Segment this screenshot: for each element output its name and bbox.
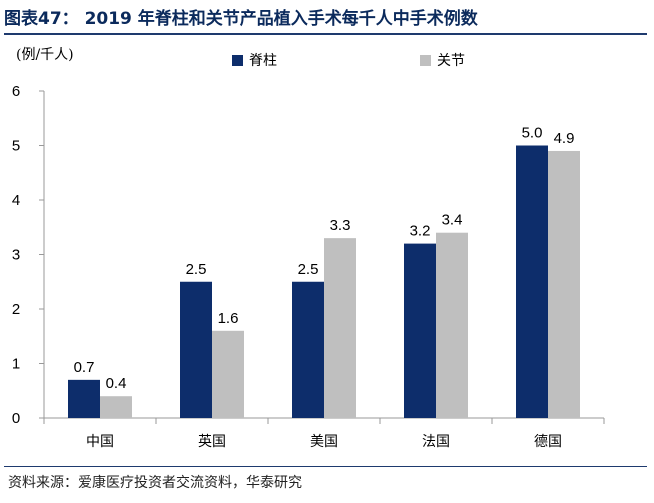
bar-spine [180, 281, 212, 418]
y-tick-label: 0 [12, 410, 20, 427]
bar-spine [516, 145, 548, 418]
x-tick-label: 美国 [310, 434, 338, 450]
data-label: 3.3 [330, 217, 351, 234]
chart-title: 图表47： 2019 年脊柱和关节产品植入手术每千人中手术例数 [4, 9, 478, 29]
legend-item-spine: 脊柱 [232, 50, 277, 70]
title-divider [4, 33, 647, 35]
unit-label: (例/千人) [16, 47, 74, 63]
data-label: 0.4 [106, 375, 127, 392]
legend-label-joint: 关节 [437, 53, 465, 69]
data-label: 4.9 [554, 130, 575, 147]
y-tick-label: 5 [12, 138, 20, 155]
data-label: 5.0 [522, 125, 543, 142]
bar-spine [404, 243, 436, 418]
legend-label-spine: 脊柱 [249, 53, 277, 69]
bar-joint [548, 150, 580, 418]
bar-joint [436, 232, 468, 418]
x-tick-label: 中国 [86, 434, 114, 450]
bar-spine [68, 379, 100, 418]
bar-joint [212, 330, 244, 418]
legend-swatch-joint [420, 54, 431, 66]
bar-joint [100, 396, 132, 418]
y-tick-label: 2 [12, 301, 20, 318]
x-tick-label: 英国 [198, 433, 226, 450]
x-tick-label: 德国 [534, 434, 562, 450]
data-label: 0.7 [74, 359, 95, 376]
y-tick-label: 6 [12, 83, 20, 100]
source-note: 资料来源：爱康医疗投资者交流资料，华泰研究 [8, 475, 302, 491]
x-tick-label: 法国 [422, 434, 450, 450]
y-tick-label: 3 [12, 247, 20, 264]
data-label: 1.6 [218, 310, 239, 327]
data-label: 3.2 [410, 223, 431, 240]
source-divider [4, 466, 647, 467]
y-tick-label: 4 [12, 192, 20, 209]
legend-item-joint: 关节 [420, 50, 465, 70]
bar-spine [292, 281, 324, 418]
data-label: 2.5 [186, 261, 207, 278]
bar-joint [324, 238, 356, 418]
data-label: 2.5 [298, 261, 319, 278]
data-label: 3.4 [442, 212, 463, 229]
legend-swatch-spine [232, 54, 243, 66]
y-tick-label: 1 [12, 356, 20, 373]
